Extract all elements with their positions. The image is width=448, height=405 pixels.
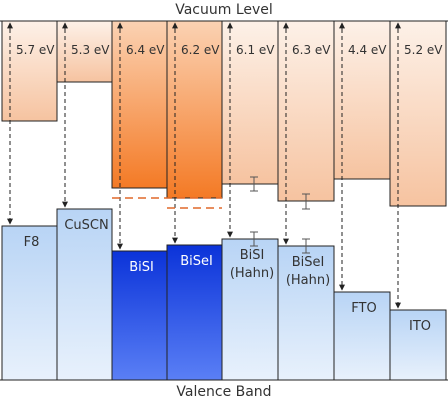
material-label: (Hahn)	[230, 266, 274, 281]
material-column: 6.1 eV BiSI (Hahn)	[221, 20, 279, 381]
material-column: 4.4 eV FTO	[333, 20, 391, 381]
material-label: FTO	[351, 301, 376, 316]
valence-block	[389, 309, 447, 381]
material-label: BiSI	[129, 260, 154, 275]
energy-gap-label: 5.2 eV	[404, 43, 443, 57]
conduction-block	[56, 20, 113, 83]
energy-gap-label: 6.2 eV	[181, 43, 220, 57]
valence-block	[277, 245, 335, 381]
energy-gap-label: 5.7 eV	[16, 43, 55, 57]
conduction-block	[221, 20, 279, 185]
vacuum-level-label: Vacuum Level	[175, 2, 273, 18]
valence-block	[56, 208, 113, 381]
energy-gap-label: 4.4 eV	[348, 43, 387, 57]
conduction-block	[333, 20, 391, 180]
material-label: ITO	[409, 319, 431, 334]
energy-gap-label: 5.3 eV	[71, 43, 110, 57]
conduction-block	[389, 20, 447, 207]
conduction-block	[111, 20, 168, 189]
material-column: 5.7 eV F8	[1, 20, 58, 381]
material-label: BiSI	[240, 248, 265, 263]
valence-block	[333, 291, 391, 381]
material-column: 6.2 eV BiSeI	[166, 20, 223, 381]
material-column: 6.4 eV BiSI	[111, 20, 168, 381]
material-column: 6.3 eV BiSeI (Hahn)	[277, 20, 335, 381]
material-column: 5.2 eV ITO	[389, 20, 447, 381]
material-label: CuSCN	[64, 218, 108, 233]
material-label: F8	[24, 235, 40, 250]
valence-block	[1, 225, 58, 381]
material-column: 5.3 eV CuSCN	[56, 20, 113, 381]
energy-gap-label: 6.1 eV	[236, 43, 275, 57]
valence-block	[166, 244, 223, 381]
energy-gap-label: 6.4 eV	[126, 43, 165, 57]
valence-band-label: Valence Band	[176, 384, 271, 400]
material-label: BiSeI	[292, 255, 325, 270]
conduction-block	[277, 20, 335, 202]
conduction-block	[166, 20, 223, 199]
valence-block	[111, 250, 168, 381]
energy-gap-label: 6.3 eV	[292, 43, 331, 57]
material-label: BiSeI	[180, 254, 213, 269]
material-columns: 5.7 eV F8 5.3 eV CuSCN 6.4 eV BiSI 6.2 eV BiSeI…	[1, 20, 447, 381]
material-label: (Hahn)	[286, 273, 330, 288]
